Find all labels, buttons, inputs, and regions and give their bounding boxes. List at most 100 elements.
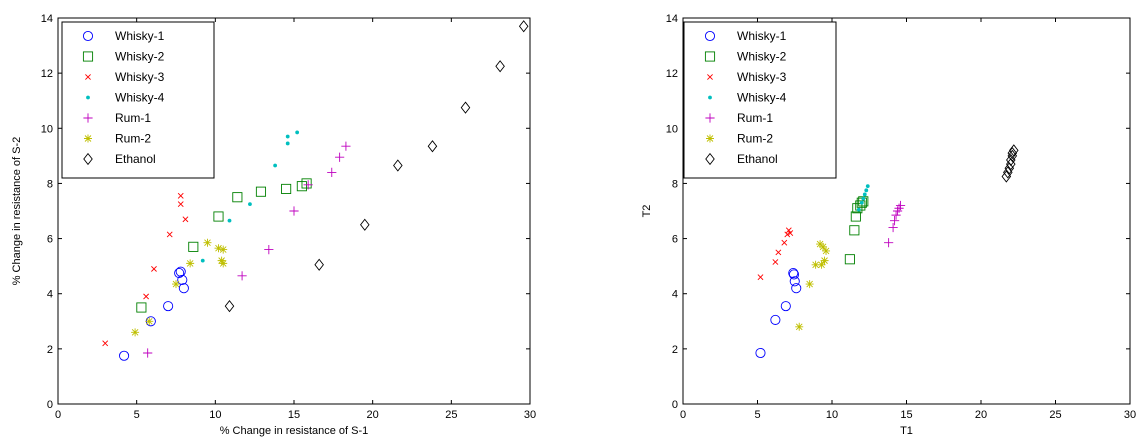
data-point xyxy=(285,141,290,146)
series-whisky-3 xyxy=(102,192,189,347)
data-point xyxy=(518,20,529,33)
legend-label: Whisky-4 xyxy=(115,91,165,105)
legend-marker xyxy=(704,30,716,42)
data-point xyxy=(295,130,300,135)
legend-marker xyxy=(83,113,93,123)
x-tick-label: 5 xyxy=(134,409,140,421)
data-point xyxy=(775,249,782,256)
data-point xyxy=(1006,153,1016,167)
data-point xyxy=(460,101,471,114)
y-tick-label: 12 xyxy=(666,68,678,80)
x-tick-label: 0 xyxy=(55,409,61,421)
legend-label: Rum-2 xyxy=(737,132,773,146)
chart-right: 0 5 10 15 20 25 3002468101214T1T2Whisky-1Whisk… xyxy=(641,13,1136,437)
legend: Whisky-1 Whisky-2 Whisky-3 Whisky-4 Rum-1 Rum… xyxy=(61,21,215,179)
data-point xyxy=(788,267,799,279)
y-tick-label: 14 xyxy=(666,13,678,25)
legend-label: Ethanol xyxy=(737,152,778,166)
x-axis-label: T1 xyxy=(900,425,913,437)
data-point xyxy=(335,152,345,162)
data-point xyxy=(219,259,228,268)
data-point xyxy=(393,159,403,172)
data-point xyxy=(143,293,150,300)
series-whisky-1 xyxy=(755,267,802,359)
data-point xyxy=(791,283,802,294)
series-rum-2 xyxy=(795,240,831,331)
data-point xyxy=(186,259,195,268)
series-whisky-2 xyxy=(136,178,312,313)
data-point xyxy=(895,200,906,211)
data-point xyxy=(795,322,804,331)
x-tick-label: 10 xyxy=(209,409,221,421)
data-point xyxy=(145,317,154,326)
data-point xyxy=(788,269,800,280)
data-point xyxy=(495,60,505,73)
y-tick-label: 6 xyxy=(47,234,53,246)
y-tick-label: 14 xyxy=(41,13,53,25)
data-point xyxy=(213,211,224,222)
data-point xyxy=(888,222,898,233)
y-tick-label: 10 xyxy=(41,123,53,135)
data-point xyxy=(255,186,267,197)
data-point xyxy=(177,201,184,208)
data-point xyxy=(217,256,226,265)
data-point xyxy=(427,140,438,153)
data-point xyxy=(301,178,312,189)
data-point xyxy=(772,259,779,265)
x-tick-label: 30 xyxy=(524,409,536,421)
data-point xyxy=(285,134,290,139)
data-point xyxy=(131,328,140,337)
data-point xyxy=(289,206,299,216)
series-rum-1 xyxy=(143,141,351,358)
data-point xyxy=(849,225,860,236)
chart-left: 0 5 10 15 20 25 30 0 2 4 6 8 10 12 14 % Change in resis… xyxy=(11,13,536,437)
y-axis-label: % Change in resistance of S-2 xyxy=(11,137,23,286)
data-point xyxy=(785,227,792,234)
legend-marker xyxy=(707,74,713,80)
series-ethanol xyxy=(224,20,529,313)
legend-marker xyxy=(84,134,92,143)
data-point xyxy=(166,231,173,238)
legend-box xyxy=(61,21,215,179)
legend-label: Ethanol xyxy=(115,152,156,166)
data-point xyxy=(174,267,185,279)
data-point xyxy=(177,274,188,285)
series-whisky-3 xyxy=(757,227,794,281)
x-tick-label: 30 xyxy=(1124,409,1136,421)
legend-marker xyxy=(704,51,716,62)
data-point xyxy=(214,244,223,253)
legend-label: Whisky-3 xyxy=(737,70,787,84)
data-point xyxy=(151,265,157,272)
legend-marker xyxy=(86,95,90,100)
y-tick-label: 0 xyxy=(672,399,678,411)
legend-marker xyxy=(83,152,93,166)
legend-label: Whisky-1 xyxy=(115,29,165,43)
x-tick-label: 20 xyxy=(367,409,379,421)
data-point xyxy=(780,301,791,312)
data-point xyxy=(177,192,184,199)
legend-marker xyxy=(705,152,715,166)
x-tick-label: 5 xyxy=(754,409,760,421)
data-point xyxy=(227,218,232,223)
data-point xyxy=(861,196,866,201)
data-point xyxy=(237,271,247,281)
data-point xyxy=(224,299,235,313)
data-point xyxy=(822,246,831,255)
data-point xyxy=(755,347,766,359)
data-point xyxy=(314,258,324,271)
data-point xyxy=(219,245,228,254)
legend-marker xyxy=(706,134,714,143)
legend-label: Rum-2 xyxy=(115,132,151,146)
data-point xyxy=(1003,166,1013,179)
data-point xyxy=(884,238,894,248)
legend-label: Whisky-3 xyxy=(115,70,165,84)
x-tick-label: 10 xyxy=(826,409,838,421)
data-point xyxy=(303,180,313,190)
data-point xyxy=(819,242,828,251)
data-point xyxy=(200,258,205,263)
series-rum-2 xyxy=(131,238,228,337)
data-point xyxy=(862,192,867,197)
y-tick-label: 6 xyxy=(672,234,678,246)
legend: Whisky-1 Whisky-2 Whisky-3 Whisky-4 Rum-1 Rum… xyxy=(683,21,837,179)
data-point xyxy=(805,280,814,289)
